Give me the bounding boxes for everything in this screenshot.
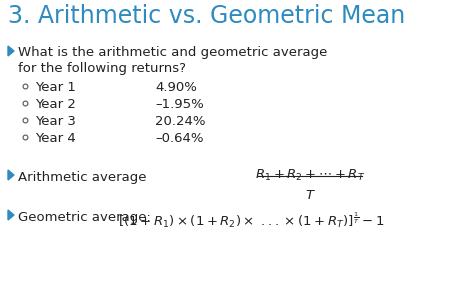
Text: –1.95%: –1.95% [155, 98, 204, 111]
Text: 20.24%: 20.24% [155, 115, 206, 128]
Text: Year 1: Year 1 [35, 81, 76, 94]
Text: $[(1 + R_1) \times (1 + R_2) \times\ ...\times (1 + R_T)]^{\frac{1}{T}}-1$: $[(1 + R_1) \times (1 + R_2) \times\ ...… [118, 211, 384, 230]
Text: –0.64%: –0.64% [155, 132, 203, 145]
Text: Arithmetic average: Arithmetic average [18, 171, 146, 184]
Text: $R_1+R_2+\cdots+R_T$: $R_1+R_2+\cdots+R_T$ [255, 168, 365, 183]
Text: for the following returns?: for the following returns? [18, 62, 186, 75]
Text: Year 4: Year 4 [35, 132, 76, 145]
Text: 3. Arithmetic vs. Geometric Mean: 3. Arithmetic vs. Geometric Mean [8, 4, 405, 28]
Text: What is the arithmetic and geometric average: What is the arithmetic and geometric ave… [18, 46, 328, 59]
Polygon shape [8, 170, 14, 180]
Polygon shape [8, 210, 14, 220]
Text: $T$: $T$ [304, 189, 316, 202]
Text: Geometric average:: Geometric average: [18, 211, 155, 224]
Text: 4.90%: 4.90% [155, 81, 197, 94]
Text: Year 3: Year 3 [35, 115, 76, 128]
Text: Year 2: Year 2 [35, 98, 76, 111]
Polygon shape [8, 46, 14, 56]
